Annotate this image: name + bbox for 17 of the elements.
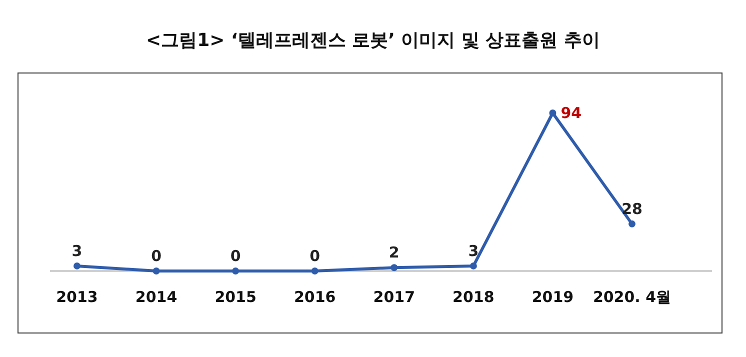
x-tick-label: 2020. 4월 <box>592 288 672 306</box>
x-tick-label: 2016 <box>294 288 336 306</box>
data-label: 0 <box>310 247 320 265</box>
x-tick-label: 2018 <box>452 288 494 306</box>
data-label: 3 <box>468 242 479 260</box>
x-tick-label: 2015 <box>214 288 256 306</box>
x-tick-label: 2017 <box>373 288 416 306</box>
data-label: 28 <box>622 200 642 218</box>
data-label: 94 <box>560 104 582 122</box>
data-label: 0 <box>151 247 162 265</box>
data-label: 0 <box>230 247 241 265</box>
title: <그림1> ‘텔레프레젠스 로봇’ 이미지 및 상표출원 추이 <box>146 30 600 51</box>
x-tick-label: 2013 <box>56 288 98 306</box>
data-label: 3 <box>72 242 82 260</box>
data-label: 2 <box>388 244 400 262</box>
x-tick-label: 2019 <box>532 288 574 306</box>
x-tick-label: 2014 <box>135 288 178 306</box>
